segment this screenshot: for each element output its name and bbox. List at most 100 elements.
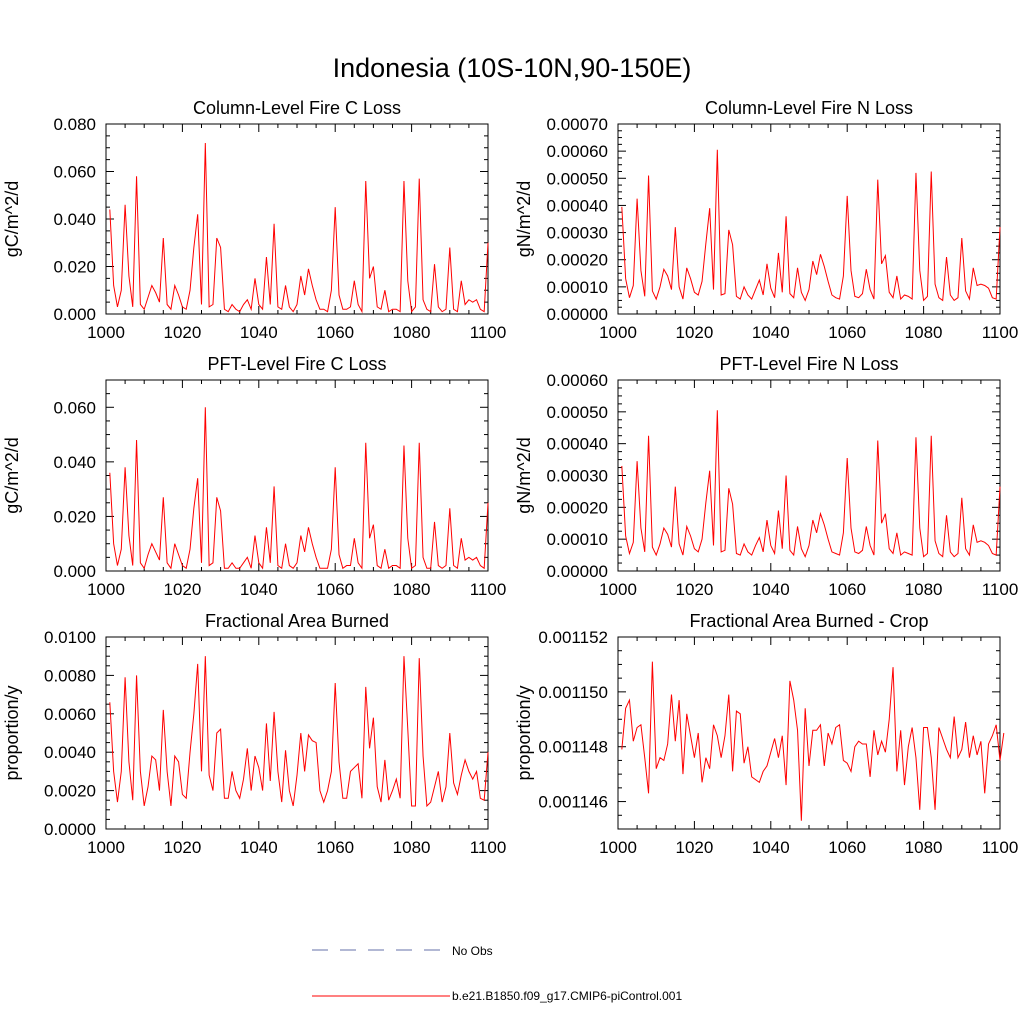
y-tick-label: 0.0060 [44, 705, 96, 724]
panel-title: Fractional Area Burned [205, 611, 389, 631]
chart-panels: Column-Level Fire C Loss gC/m^2/d 1000 1020… [2, 98, 1018, 857]
y-tick-label: 0.00040 [547, 435, 608, 454]
series-line [621, 661, 1005, 821]
y-tick-label: 0.00060 [547, 142, 608, 161]
y-tick-label: 0.00030 [547, 467, 608, 486]
series-line [109, 656, 489, 808]
legend-label-model: b.e21.B1850.f09_g17.CMIP6-piControl.001 [452, 989, 682, 1003]
panel-title: Fractional Area Burned - Crop [689, 611, 928, 631]
y-tick-label: 0.040 [53, 453, 96, 472]
series-line [621, 149, 1001, 302]
x-tick-label: 1080 [393, 580, 431, 599]
x-tick-label: 1040 [240, 580, 278, 599]
x-tick-label: 1100 [470, 838, 507, 857]
x-tick-label: 1020 [675, 323, 713, 342]
x-tick-label: 1000 [87, 323, 125, 342]
y-tick-label: 0.00020 [547, 498, 608, 517]
y-tick-label: 0.001146 [538, 793, 608, 812]
y-tick-label: 0.00030 [547, 224, 608, 243]
series-line [109, 407, 489, 570]
x-tick-label: 1100 [470, 323, 507, 342]
y-tick-label: 0.001148 [538, 738, 608, 757]
panel-title: Column-Level Fire C Loss [193, 98, 401, 118]
x-tick-label: 1060 [316, 580, 354, 599]
y-tick-label: 0.001152 [538, 628, 608, 647]
chart-panel-2: Column-Level Fire N Loss gN/m^2/d 1000 1020… [514, 98, 1018, 342]
y-axis-label: gC/m^2/d [2, 181, 22, 257]
x-tick-label: 1040 [240, 323, 278, 342]
x-tick-label: 1000 [599, 838, 637, 857]
figure-title: Indonesia (10S-10N,90-150E) [333, 53, 692, 83]
y-tick-label: 0.060 [53, 398, 96, 417]
x-tick-label: 1020 [163, 838, 201, 857]
x-tick-label: 1080 [905, 323, 943, 342]
y-axis-label: gN/m^2/d [514, 181, 534, 257]
y-tick-label: 0.080 [53, 115, 96, 134]
y-tick-label: 0.00070 [547, 115, 608, 134]
y-tick-label: 0.00050 [547, 403, 608, 422]
y-tick-label: 0.040 [53, 210, 96, 229]
y-tick-label: 0.0040 [44, 743, 96, 762]
x-tick-label: 1000 [87, 838, 125, 857]
x-tick-label: 1100 [982, 580, 1019, 599]
x-tick-label: 1100 [470, 580, 507, 599]
series-line [621, 410, 1001, 558]
chart-panel-5: Fractional Area Burned proportion/y 1000 10… [2, 611, 506, 857]
x-tick-label: 1100 [982, 323, 1019, 342]
panel-title: PFT-Level Fire N Loss [719, 354, 898, 374]
x-tick-label: 1080 [393, 323, 431, 342]
y-axis-label: proportion/y [2, 685, 22, 780]
y-tick-label: 0.0080 [44, 666, 96, 685]
x-tick-label: 1000 [87, 580, 125, 599]
legend-label-no-obs: No Obs [452, 944, 493, 958]
legend: No Obs b.e21.B1850.f09_g17.CMIP6-piContr… [312, 944, 682, 1003]
x-tick-label: 1040 [752, 580, 790, 599]
y-tick-label: 0.00020 [547, 251, 608, 270]
y-tick-label: 0.0100 [44, 628, 96, 647]
y-tick-label: 0.00010 [547, 278, 608, 297]
x-tick-label: 1040 [240, 838, 278, 857]
chart-panel-3: PFT-Level Fire C Loss gC/m^2/d 1000 1020 104… [2, 354, 506, 599]
x-tick-label: 1000 [599, 323, 637, 342]
x-tick-label: 1020 [163, 323, 201, 342]
x-tick-label: 1080 [393, 838, 431, 857]
x-tick-label: 1060 [316, 323, 354, 342]
series-line [109, 142, 489, 314]
x-tick-label: 1060 [316, 838, 354, 857]
chart-panel-1: Column-Level Fire C Loss gC/m^2/d 1000 1020… [2, 98, 506, 342]
chart-panel-4: PFT-Level Fire N Loss gN/m^2/d 1000 1020 104… [514, 354, 1018, 599]
x-tick-label: 1000 [599, 580, 637, 599]
y-tick-label: 0.000 [53, 305, 96, 324]
y-tick-label: 0.0000 [44, 820, 96, 839]
x-tick-label: 1040 [752, 323, 790, 342]
y-axis-label: gN/m^2/d [514, 437, 534, 513]
y-tick-label: 0.0020 [44, 782, 96, 801]
y-tick-label: 0.00000 [547, 562, 608, 581]
panel-title: PFT-Level Fire C Loss [207, 354, 386, 374]
y-tick-label: 0.000 [53, 562, 96, 581]
x-tick-label: 1040 [752, 838, 790, 857]
y-tick-label: 0.00060 [547, 371, 608, 390]
chart-panel-6: Fractional Area Burned - Crop proportion/… [514, 611, 1018, 857]
x-tick-label: 1080 [905, 580, 943, 599]
y-axis-label: proportion/y [514, 685, 534, 780]
x-tick-label: 1060 [828, 323, 866, 342]
y-tick-label: 0.00050 [547, 169, 608, 188]
y-tick-label: 0.00000 [547, 305, 608, 324]
x-tick-label: 1020 [675, 838, 713, 857]
y-tick-label: 0.020 [53, 258, 96, 277]
y-tick-label: 0.060 [53, 163, 96, 182]
x-tick-label: 1020 [675, 580, 713, 599]
y-tick-label: 0.020 [53, 507, 96, 526]
x-tick-label: 1060 [828, 580, 866, 599]
y-tick-label: 0.00040 [547, 196, 608, 215]
panel-title: Column-Level Fire N Loss [705, 98, 913, 118]
x-tick-label: 1080 [905, 838, 943, 857]
x-tick-label: 1020 [163, 580, 201, 599]
y-axis-label: gC/m^2/d [2, 437, 22, 513]
y-tick-label: 0.001150 [538, 683, 608, 702]
x-tick-label: 1100 [982, 838, 1019, 857]
y-tick-label: 0.00010 [547, 530, 608, 549]
